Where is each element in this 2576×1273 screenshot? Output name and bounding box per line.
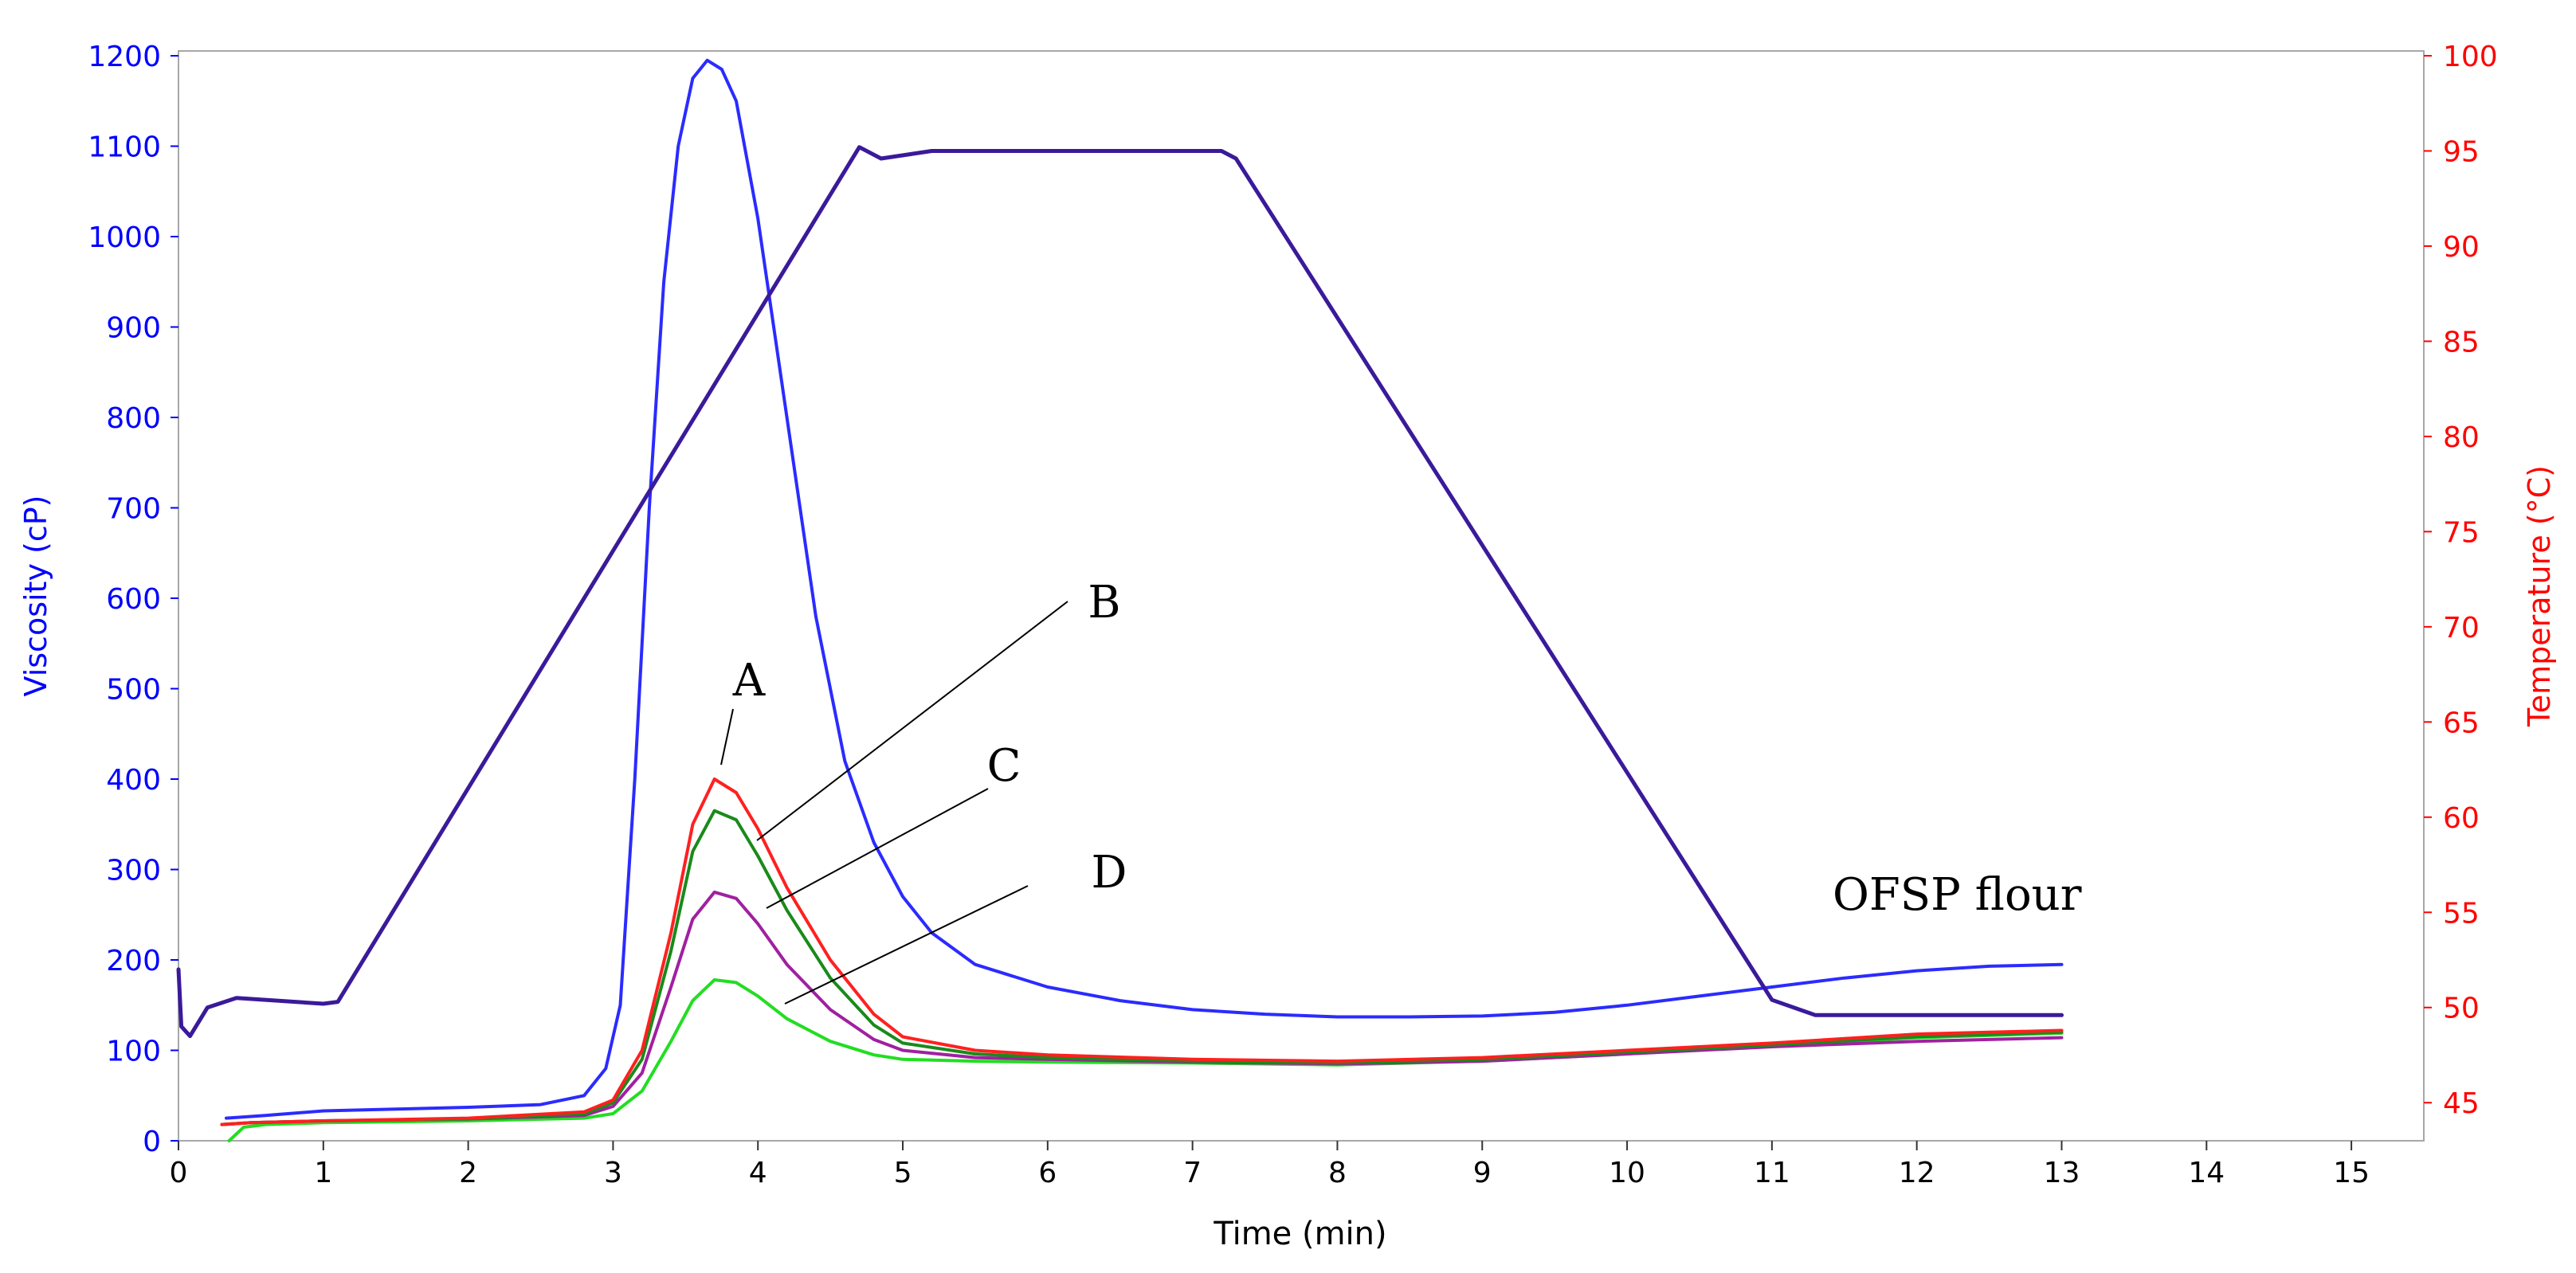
right-y-axis-title: Temperature (°C) (2522, 465, 2557, 727)
annotation-leader-line (784, 885, 1029, 1005)
annotation-label-ofsp-flour: OFSP flour (1833, 869, 2082, 921)
right-y-axis: 45 50 55 60 65 70 75 80 85 90 95 100 (2424, 41, 2498, 1120)
x-axis: 0 1 2 3 4 5 6 7 8 9 10 11 12 13 14 15 (170, 1141, 2370, 1189)
right-y-tick-label: 55 (2443, 897, 2480, 930)
right-y-tick-label: 70 (2443, 612, 2480, 644)
right-y-tick-label: 50 (2443, 993, 2480, 1025)
x-tick-label: 10 (1609, 1157, 1645, 1189)
x-axis-title: Time (min) (1213, 1216, 1386, 1252)
left-y-tick-label: 500 (106, 674, 161, 707)
annotation-leader-line (720, 708, 734, 766)
left-y-tick-label: 600 (106, 583, 161, 616)
left-y-tick-label: 900 (106, 312, 161, 345)
left-y-tick-label: 800 (106, 402, 161, 435)
x-tick-label: 8 (1328, 1157, 1347, 1189)
left-y-tick-label: 700 (106, 493, 161, 526)
x-tick-label: 12 (1899, 1157, 1935, 1189)
x-tick-label: 3 (604, 1157, 622, 1189)
left-y-tick-label: 1000 (88, 221, 161, 254)
left-y-tick-label: 300 (106, 855, 161, 887)
x-tick-label: 7 (1183, 1157, 1202, 1189)
x-tick-label: 5 (894, 1157, 912, 1189)
right-y-tick-label: 95 (2443, 135, 2480, 168)
x-tick-label: 2 (459, 1157, 477, 1189)
series-line-temperature (176, 145, 2064, 1039)
series-line-c (220, 890, 2064, 1126)
annotation-leader-line (766, 788, 989, 909)
right-y-tick-label: 75 (2443, 516, 2480, 549)
x-tick-label: 13 (2044, 1157, 2080, 1189)
x-tick-label: 9 (1473, 1157, 1492, 1189)
left-y-tick-label: 400 (106, 764, 161, 797)
plot-area-frame (178, 50, 2425, 1142)
annotation-label: A (732, 655, 766, 707)
right-y-tick-label: 90 (2443, 231, 2480, 264)
x-tick-label: 1 (314, 1157, 332, 1189)
left-y-tick-label: 1200 (88, 41, 161, 73)
series-layer (176, 58, 2064, 1142)
left-y-tick-label: 1100 (88, 131, 161, 164)
right-y-tick-label: 80 (2443, 421, 2480, 454)
annotation-label: C (987, 740, 1021, 792)
annotation-label: B (1088, 577, 1120, 629)
x-tick-label: 11 (1754, 1157, 1790, 1189)
series-line-b (220, 809, 2064, 1126)
x-tick-label: 14 (2188, 1157, 2225, 1189)
right-y-tick-label: 65 (2443, 707, 2480, 739)
left-y-tick-label: 0 (143, 1126, 161, 1158)
x-tick-label: 6 (1038, 1157, 1057, 1189)
left-y-axis-title: Viscosity (cP) (18, 495, 53, 697)
annotation-label: D (1092, 847, 1127, 899)
right-y-tick-label: 60 (2443, 802, 2480, 835)
annotation-layer: A B C D OFSP flour (720, 577, 2082, 1005)
x-tick-label: 4 (749, 1157, 767, 1189)
left-y-tick-label: 200 (106, 945, 161, 977)
right-y-tick-label: 45 (2443, 1087, 2480, 1120)
right-y-tick-label: 100 (2443, 41, 2498, 73)
right-y-tick-label: 85 (2443, 326, 2480, 358)
series-line-ofsp-flour (225, 58, 2064, 1120)
left-y-tick-label: 100 (106, 1036, 161, 1068)
left-y-axis: 0 100 200 300 400 500 600 700 800 900 1000 1100 1200 (88, 41, 178, 1158)
annotation-leader-line (756, 601, 1068, 841)
x-tick-label: 0 (170, 1157, 188, 1189)
series-line-a (220, 778, 2064, 1126)
x-tick-label: 15 (2333, 1157, 2370, 1189)
